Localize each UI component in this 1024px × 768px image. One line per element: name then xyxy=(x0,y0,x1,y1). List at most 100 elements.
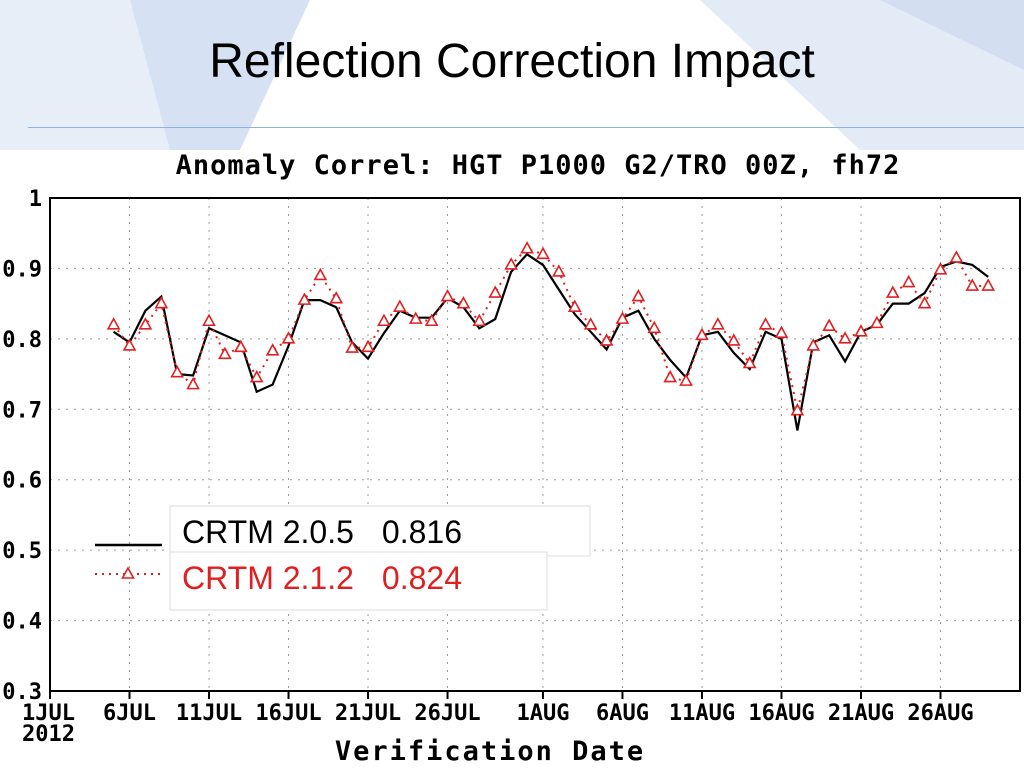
series-point-1 xyxy=(965,278,980,291)
chart: Anomaly Correl: HGT P1000 G2/TRO 00Z, fh… xyxy=(0,148,1024,768)
series-point-1 xyxy=(615,311,630,324)
series-point-1 xyxy=(711,317,725,330)
series-point-1 xyxy=(599,333,614,346)
series-point-1 xyxy=(329,291,344,304)
series-point-1 xyxy=(870,315,884,329)
chart-plot: 1 0.9 0.8 0.7 0.6 0.5 0.4 0.3 1JUL 6JUL 11JUL 16JU… xyxy=(2,187,1021,726)
series-point-1 xyxy=(520,241,534,254)
series-point-1 xyxy=(583,317,598,330)
series-point-1 xyxy=(313,267,328,281)
series-point-1 xyxy=(647,320,662,334)
x-tick-label: 6JUL xyxy=(103,701,156,726)
legend-entry-crtm-212: CRTM 2.1.2 0.824 xyxy=(182,560,462,597)
series-point-1 xyxy=(265,343,280,356)
legend-box-crtm-212 xyxy=(169,551,548,611)
x-tick-label: 16JUL xyxy=(255,701,321,726)
series-point-1 xyxy=(981,278,996,291)
series-point-1 xyxy=(218,346,232,360)
x-tick-label: 1AUG xyxy=(516,701,569,726)
series-point-1 xyxy=(377,313,391,327)
series-point-1 xyxy=(536,246,550,260)
series-line-1 xyxy=(112,247,989,411)
slide-header-background xyxy=(0,0,1024,150)
header-decoration xyxy=(0,0,1024,150)
legend-name-crtm-205: CRTM 2.0.5 xyxy=(182,514,354,550)
series-point-1 xyxy=(456,295,471,309)
series-point-1 xyxy=(345,340,359,353)
legend-entry-crtm-205: CRTM 2.0.5 0.816 xyxy=(182,514,462,551)
series-point-1 xyxy=(663,369,678,383)
series-point-1 xyxy=(440,288,455,302)
series-point-1 xyxy=(822,318,837,331)
legend-box-crtm-205 xyxy=(169,505,591,557)
series-point-1 xyxy=(631,288,646,302)
title-divider xyxy=(28,127,1024,128)
series-point-1 xyxy=(504,257,519,270)
x-tick-label: 26JUL xyxy=(414,701,480,726)
x-tick-label: 21AUG xyxy=(828,701,894,726)
plot-frame xyxy=(49,197,1021,692)
x-tick-label: 16AUG xyxy=(748,701,814,726)
legend-score-crtm-205: 0.816 xyxy=(381,514,462,550)
series-point-1 xyxy=(233,339,248,353)
series-point-1 xyxy=(154,295,169,309)
series-point-1 xyxy=(917,295,932,309)
series-point-1 xyxy=(408,311,423,324)
series-point-1 xyxy=(424,313,439,327)
x-tick-label: 6AUG xyxy=(596,701,649,726)
series-point-1 xyxy=(758,317,773,330)
series-point-1 xyxy=(790,403,805,416)
chart-title: Anomaly Correl: HGT P1000 G2/TRO 00Z, fh… xyxy=(175,150,901,181)
legend: CRTM 2.0.5 0.816 CRTM 2.1.2 0.824 xyxy=(170,506,590,610)
series-point-1 xyxy=(249,369,264,383)
series-point-1 xyxy=(901,274,916,288)
series-point-1 xyxy=(488,285,503,298)
x-axis-label: Verification Date xyxy=(334,736,646,767)
legend-name-crtm-212: CRTM 2.1.2 xyxy=(182,560,354,596)
series-point-1 xyxy=(361,339,375,353)
series-point-1 xyxy=(726,333,741,346)
x-tick-label: 11AUG xyxy=(669,701,735,726)
grid-lines xyxy=(50,198,1020,691)
y-tick-label: 0.3 xyxy=(2,680,42,705)
series-point-1 xyxy=(933,262,948,275)
series-point-1 xyxy=(186,376,200,390)
series-point-1 xyxy=(202,313,216,327)
series-line-0 xyxy=(112,252,989,431)
legend-score-crtm-212: 0.824 xyxy=(381,560,462,596)
series-point-1 xyxy=(854,324,868,337)
y-tick-label: 0.4 xyxy=(2,610,42,635)
y-tick-label: 0.6 xyxy=(2,469,42,494)
series-point-1 xyxy=(567,299,582,312)
series-point-1 xyxy=(472,313,487,327)
x-tick-label: 1JUL xyxy=(22,701,75,726)
series-point-1 xyxy=(695,327,709,341)
year-label: 2012 xyxy=(22,722,75,747)
y-tick-label: 0.7 xyxy=(2,398,42,423)
slide-title: Reflection Correction Impact xyxy=(209,35,815,88)
series-point-1 xyxy=(170,365,185,378)
series-point-1 xyxy=(774,325,789,339)
x-axis-ticks: 1JUL 6JUL 11JUL 16JUL 21JUL 26JUL 1AUG 6AUG 11AU… xyxy=(22,691,974,726)
series-point-1 xyxy=(281,331,296,344)
x-tick-label: 26AUG xyxy=(907,701,973,726)
y-tick-label: 1 xyxy=(29,187,42,212)
y-axis-ticks: 1 0.9 0.8 0.7 0.6 0.5 0.4 0.3 xyxy=(2,187,42,705)
x-tick-label: 11JUL xyxy=(176,701,242,726)
series-point-1 xyxy=(679,373,693,386)
legend-marker-crtm-212 xyxy=(121,566,135,579)
y-tick-label: 0.5 xyxy=(2,539,42,564)
series-layer xyxy=(95,241,996,611)
series-point-1 xyxy=(138,317,153,330)
x-tick-label: 21JUL xyxy=(335,701,401,726)
series-point-1 xyxy=(297,292,312,305)
series-point-1 xyxy=(551,264,566,277)
series-point-1 xyxy=(122,338,137,351)
series-point-1 xyxy=(106,317,121,330)
series-point-1 xyxy=(806,338,821,351)
y-tick-label: 0.8 xyxy=(2,328,42,353)
series-point-1 xyxy=(838,331,852,344)
series-point-1 xyxy=(949,250,964,263)
series-point-1 xyxy=(885,285,900,298)
series-point-1 xyxy=(392,299,407,312)
